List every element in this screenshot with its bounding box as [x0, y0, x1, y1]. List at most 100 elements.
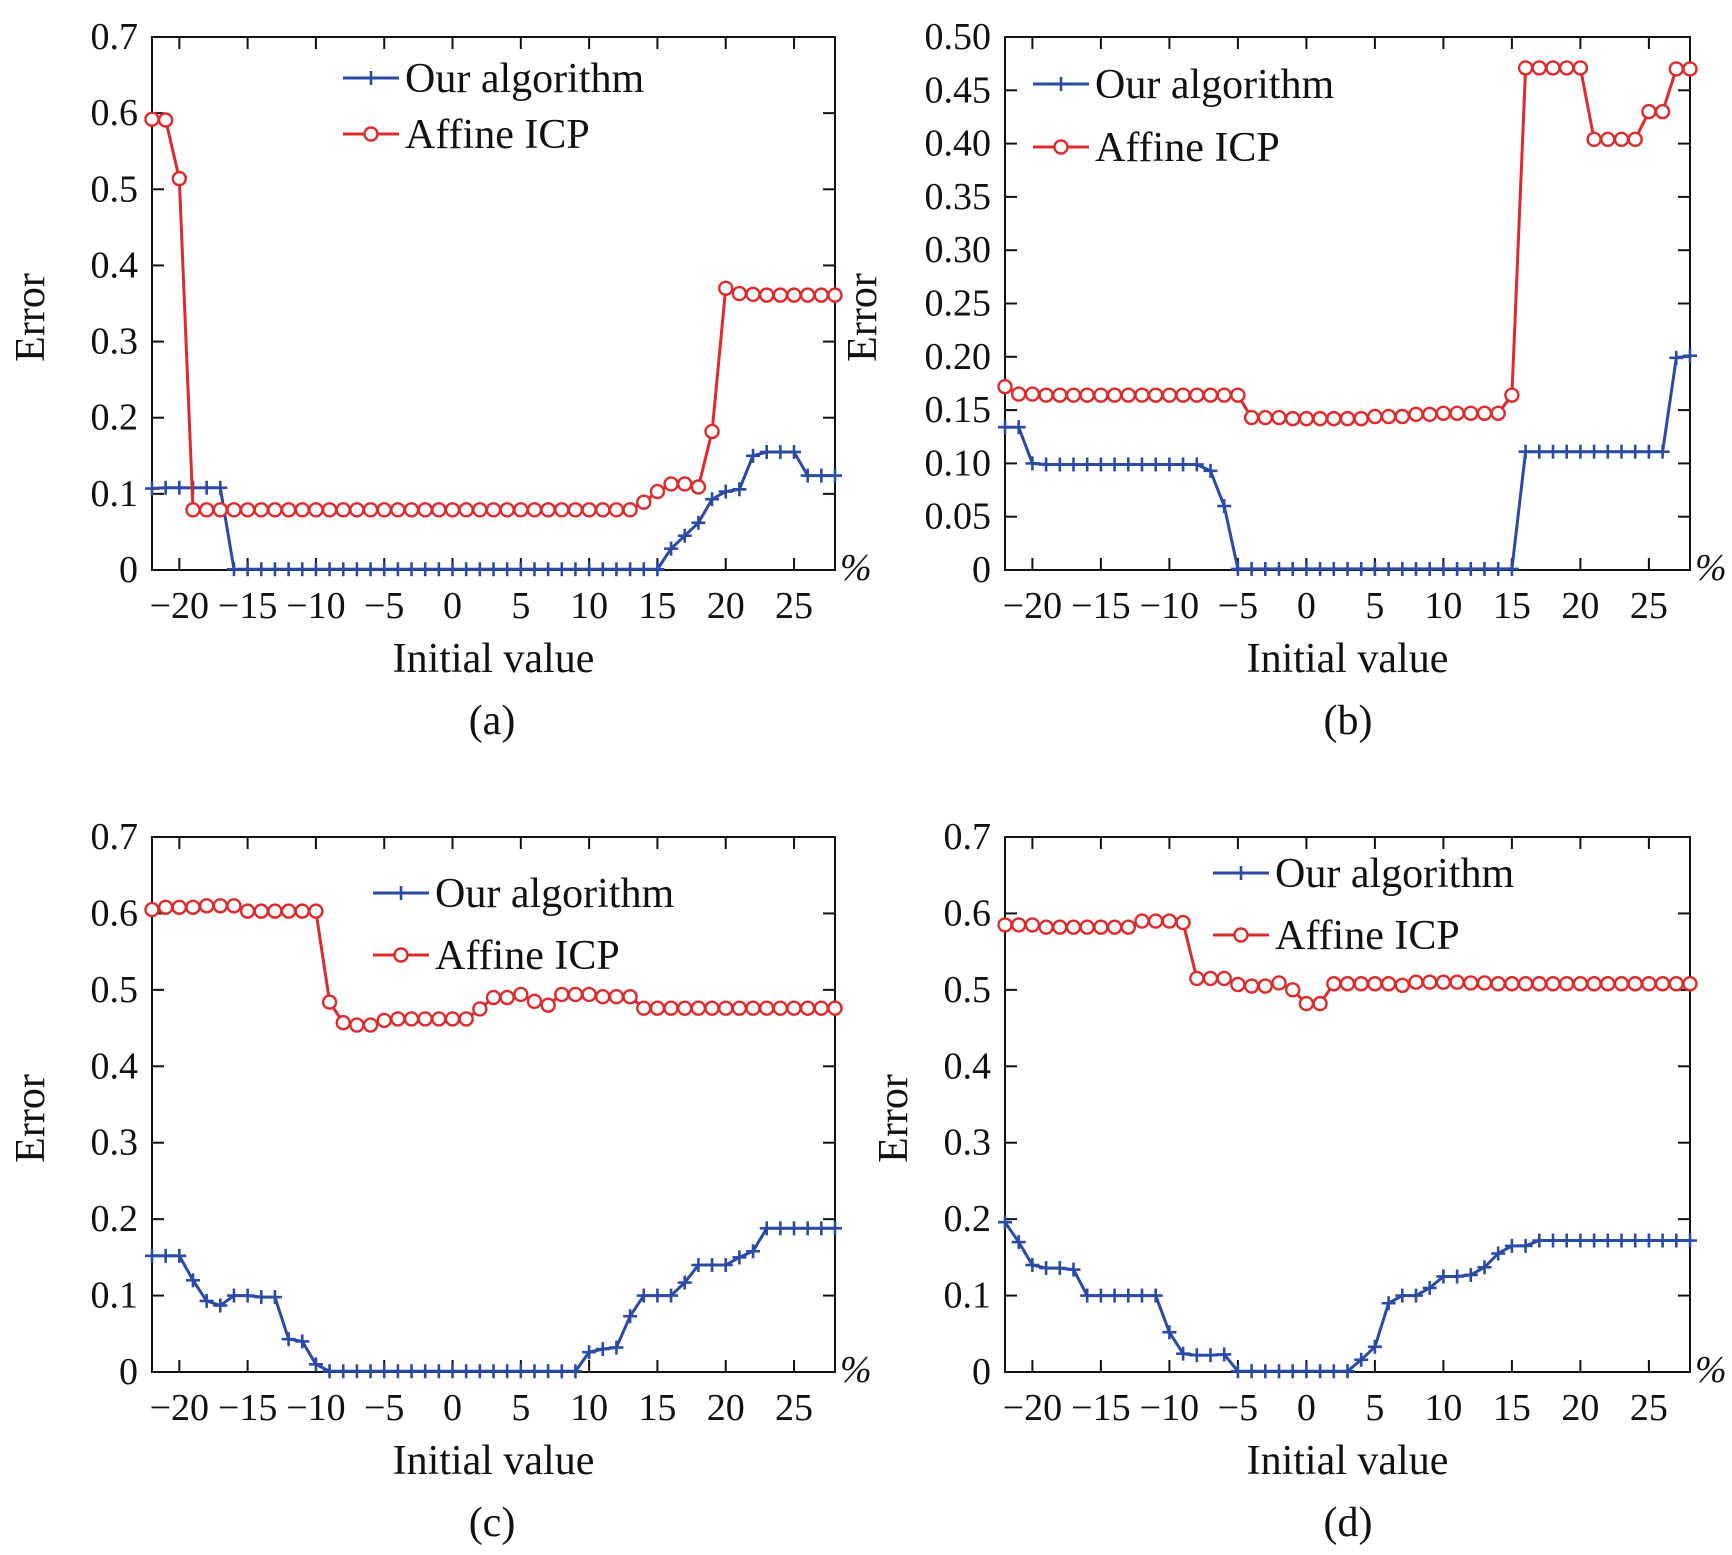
- data-point: [1039, 457, 1054, 472]
- data-point: [1312, 995, 1328, 1012]
- data-point: [1230, 561, 1245, 576]
- data-point: [1024, 386, 1041, 402]
- y-tick-label: 0: [119, 549, 138, 591]
- data-point: [1421, 974, 1438, 990]
- data-point: [376, 1012, 392, 1029]
- data-point: [731, 1000, 748, 1016]
- x-tick-label: 20: [707, 585, 745, 627]
- legend-entry: Affine ICP: [1213, 913, 1460, 959]
- data-point: [1339, 976, 1356, 992]
- data-point: [1135, 457, 1149, 472]
- data-point: [1285, 561, 1300, 576]
- data-point: [1545, 60, 1561, 76]
- data-point: [1189, 457, 1204, 472]
- data-point: [1176, 457, 1191, 472]
- x-tick-label: 10: [1424, 585, 1462, 627]
- data-point: [1147, 387, 1164, 403]
- data-point: [1600, 444, 1615, 459]
- data-point: [745, 286, 761, 303]
- data-point: [321, 994, 338, 1010]
- data-point: [1203, 1348, 1218, 1363]
- data-point: [1189, 387, 1205, 403]
- data-point: [690, 1000, 707, 1016]
- data-point: [1600, 131, 1616, 148]
- data-point: [828, 1221, 842, 1236]
- legend-label: Affine ICP: [435, 933, 620, 979]
- data-point: [1449, 974, 1465, 990]
- y-tick-label: 0.3: [91, 321, 139, 363]
- series-our-algorithm: [145, 1221, 842, 1379]
- data-point: [1614, 1233, 1629, 1248]
- data-point: [595, 562, 610, 577]
- legend-entry: Our algorithm: [343, 56, 644, 102]
- data-point: [1203, 463, 1218, 478]
- data-point: [280, 502, 297, 518]
- data-point: [431, 562, 446, 577]
- legend-entry: Our algorithm: [1213, 851, 1514, 897]
- data-point: [1066, 1262, 1081, 1277]
- data-point: [608, 989, 625, 1005]
- data-point: [1107, 457, 1122, 472]
- data-point: [294, 903, 310, 919]
- data-point: [1683, 1233, 1697, 1248]
- data-point: [1573, 1233, 1588, 1248]
- data-point: [1450, 561, 1465, 576]
- data-point: [145, 481, 159, 496]
- data-point: [1025, 1258, 1040, 1272]
- y-tick-label: 0.5: [91, 168, 139, 210]
- data-point: [1668, 61, 1685, 77]
- data-point: [363, 1364, 378, 1379]
- data-point: [1243, 409, 1260, 426]
- data-point: [677, 528, 692, 543]
- data-point: [609, 1340, 624, 1355]
- data-point: [199, 1293, 214, 1308]
- data-point: [417, 1011, 433, 1027]
- x-tick-label: −10: [1140, 585, 1199, 627]
- data-point: [650, 1288, 665, 1303]
- data-point: [1586, 976, 1602, 992]
- data-point: [1107, 1288, 1122, 1303]
- data-point: [226, 502, 242, 518]
- data-point: [813, 1000, 830, 1016]
- data-point: [1641, 976, 1657, 992]
- data-point: [1613, 131, 1630, 148]
- data-point: [1546, 444, 1560, 459]
- data-point: [1258, 1364, 1273, 1379]
- data-point: [1093, 1288, 1108, 1303]
- data-point: [608, 502, 625, 518]
- data-point: [404, 1364, 419, 1379]
- legend-marker: [1233, 927, 1249, 943]
- data-point: [172, 1248, 187, 1263]
- x-axis-label: Initial value: [393, 636, 595, 682]
- data-point: [1162, 457, 1177, 472]
- data-point: [171, 170, 188, 187]
- data-point: [1655, 444, 1670, 459]
- x-tick-label: 5: [511, 1387, 530, 1429]
- data-point: [554, 562, 569, 577]
- data-point: [1326, 561, 1341, 576]
- data-point: [1011, 420, 1026, 435]
- data-point: [1381, 561, 1396, 576]
- data-point: [568, 562, 583, 577]
- data-point: [1408, 974, 1424, 990]
- legend-entry: Our algorithm: [1033, 62, 1334, 108]
- y-tick-label: 0.25: [925, 283, 992, 325]
- data-point: [1299, 561, 1314, 576]
- panel-d: 0 0.1 0.2 0.3 0.4 0.5 0.6 0.7 −20 −15 −10 −5 0 5 10 15 2…: [871, 816, 1727, 1546]
- data-point: [1354, 1352, 1369, 1367]
- series-line: [1004, 66, 1690, 421]
- data-point: [308, 502, 324, 518]
- data-point: [322, 562, 337, 577]
- data-point: [1313, 1364, 1328, 1379]
- y-tick-label: 0.3: [944, 1122, 992, 1164]
- data-point: [759, 287, 775, 303]
- x-tick-label: −15: [1071, 585, 1130, 627]
- data-point: [1477, 1260, 1492, 1275]
- data-point: [335, 1015, 351, 1031]
- data-point: [444, 502, 461, 518]
- data-point: [363, 562, 378, 577]
- data-point: [1600, 976, 1616, 992]
- data-point: [828, 468, 842, 483]
- data-point: [458, 502, 474, 518]
- data-point: [691, 515, 706, 530]
